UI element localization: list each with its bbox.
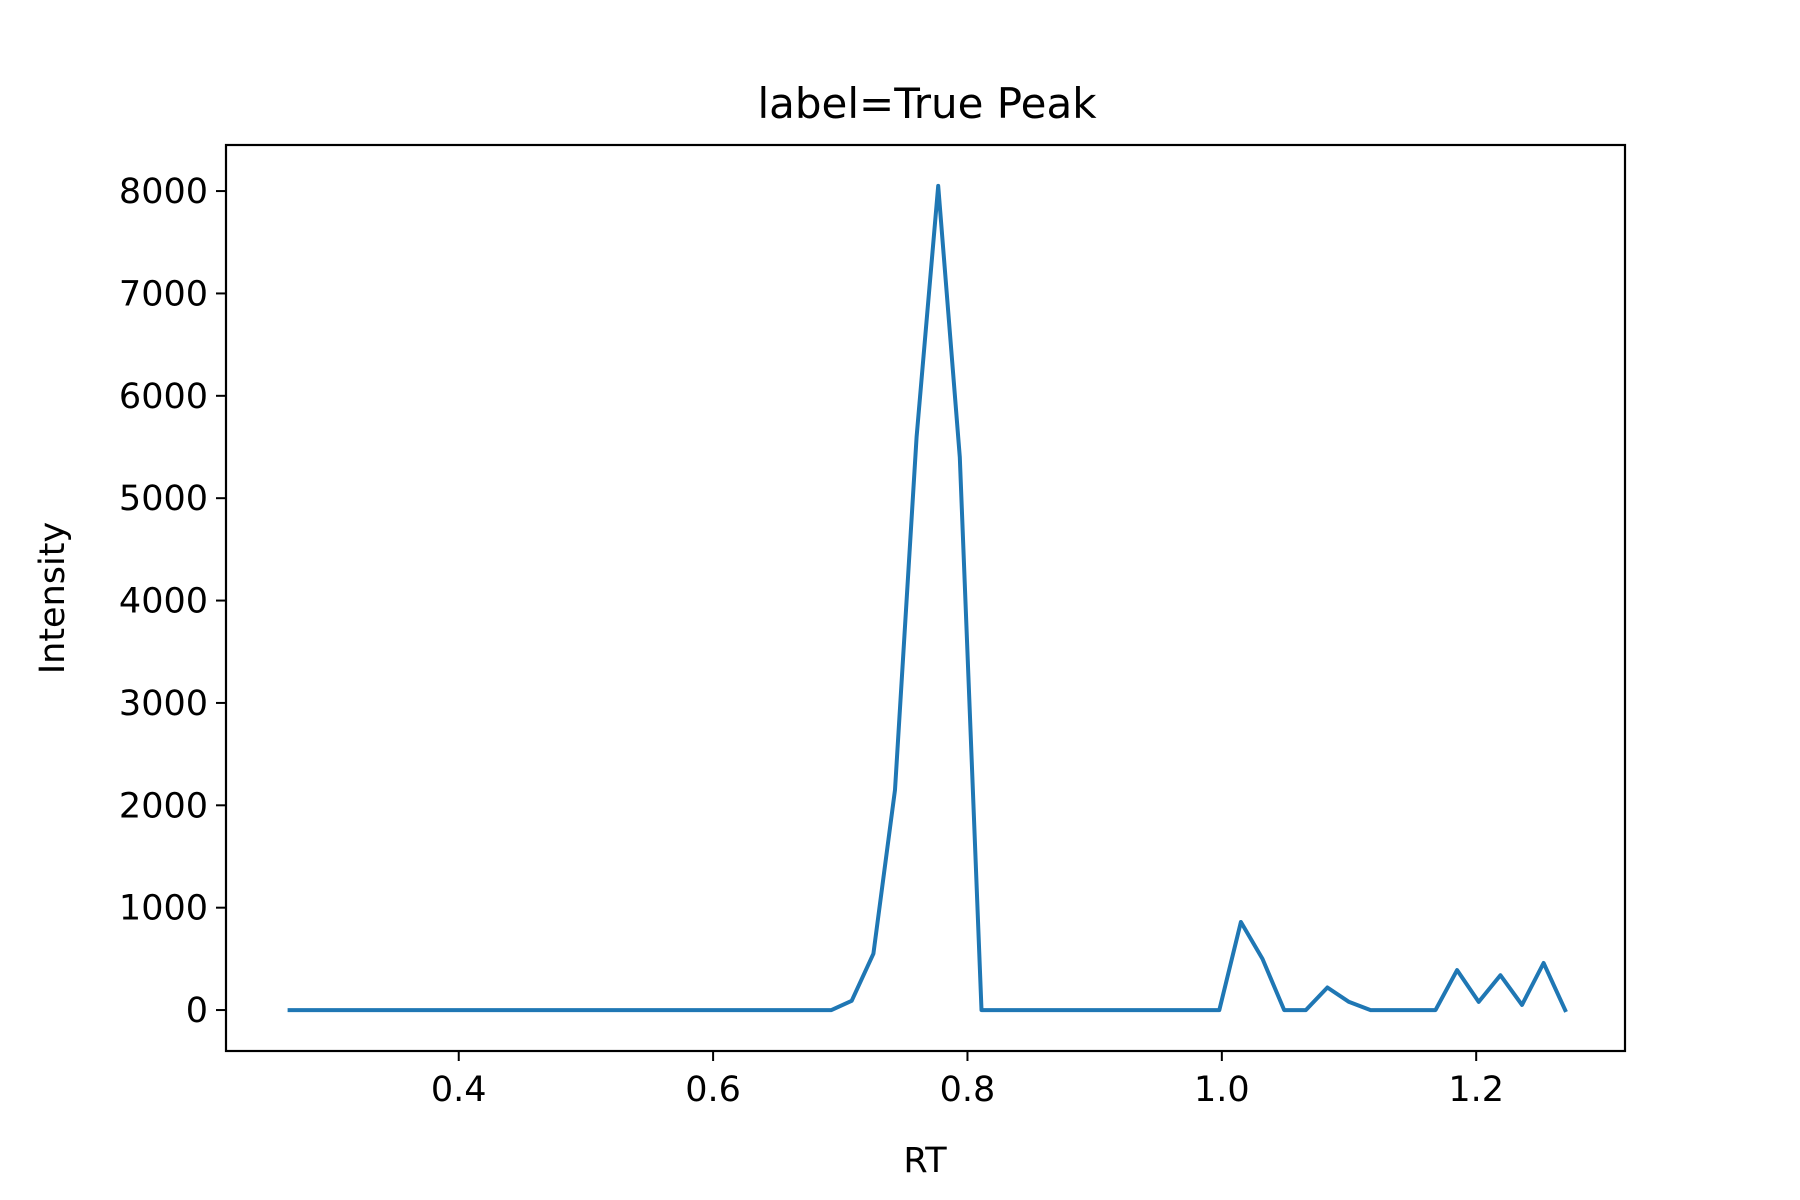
y-tick-label: 8000 xyxy=(119,172,208,212)
y-tick-label: 3000 xyxy=(119,684,208,724)
y-tick-label: 6000 xyxy=(119,377,208,417)
x-tick-label: 1.2 xyxy=(1448,1070,1504,1110)
series-line-0 xyxy=(287,183,1568,1013)
y-tick-label: 5000 xyxy=(119,479,208,519)
x-axis: 0.4 0.6 0.8 1.0 1.2 xyxy=(431,1051,1504,1110)
y-tick-label: 4000 xyxy=(119,582,208,622)
plot-area xyxy=(287,183,1568,1013)
y-tick-label: 1000 xyxy=(119,889,208,929)
y-tick-label: 0 xyxy=(186,991,208,1031)
y-axis-label: Intensity xyxy=(33,522,73,674)
x-tick-label: 0.6 xyxy=(685,1070,741,1110)
y-tick-label: 2000 xyxy=(119,786,208,826)
axes-frame xyxy=(224,143,1627,1053)
y-axis: 0 1000 2000 3000 4000 5000 6000 7000 8000 xyxy=(119,172,226,1031)
x-tick-label: 0.4 xyxy=(431,1070,487,1110)
x-tick-label: 0.8 xyxy=(940,1070,996,1110)
y-tick-label: 7000 xyxy=(119,274,208,314)
x-axis-label: RT xyxy=(903,1141,947,1181)
chart-title: label=True Peak xyxy=(757,79,1097,128)
x-tick-label: 1.0 xyxy=(1194,1070,1250,1110)
